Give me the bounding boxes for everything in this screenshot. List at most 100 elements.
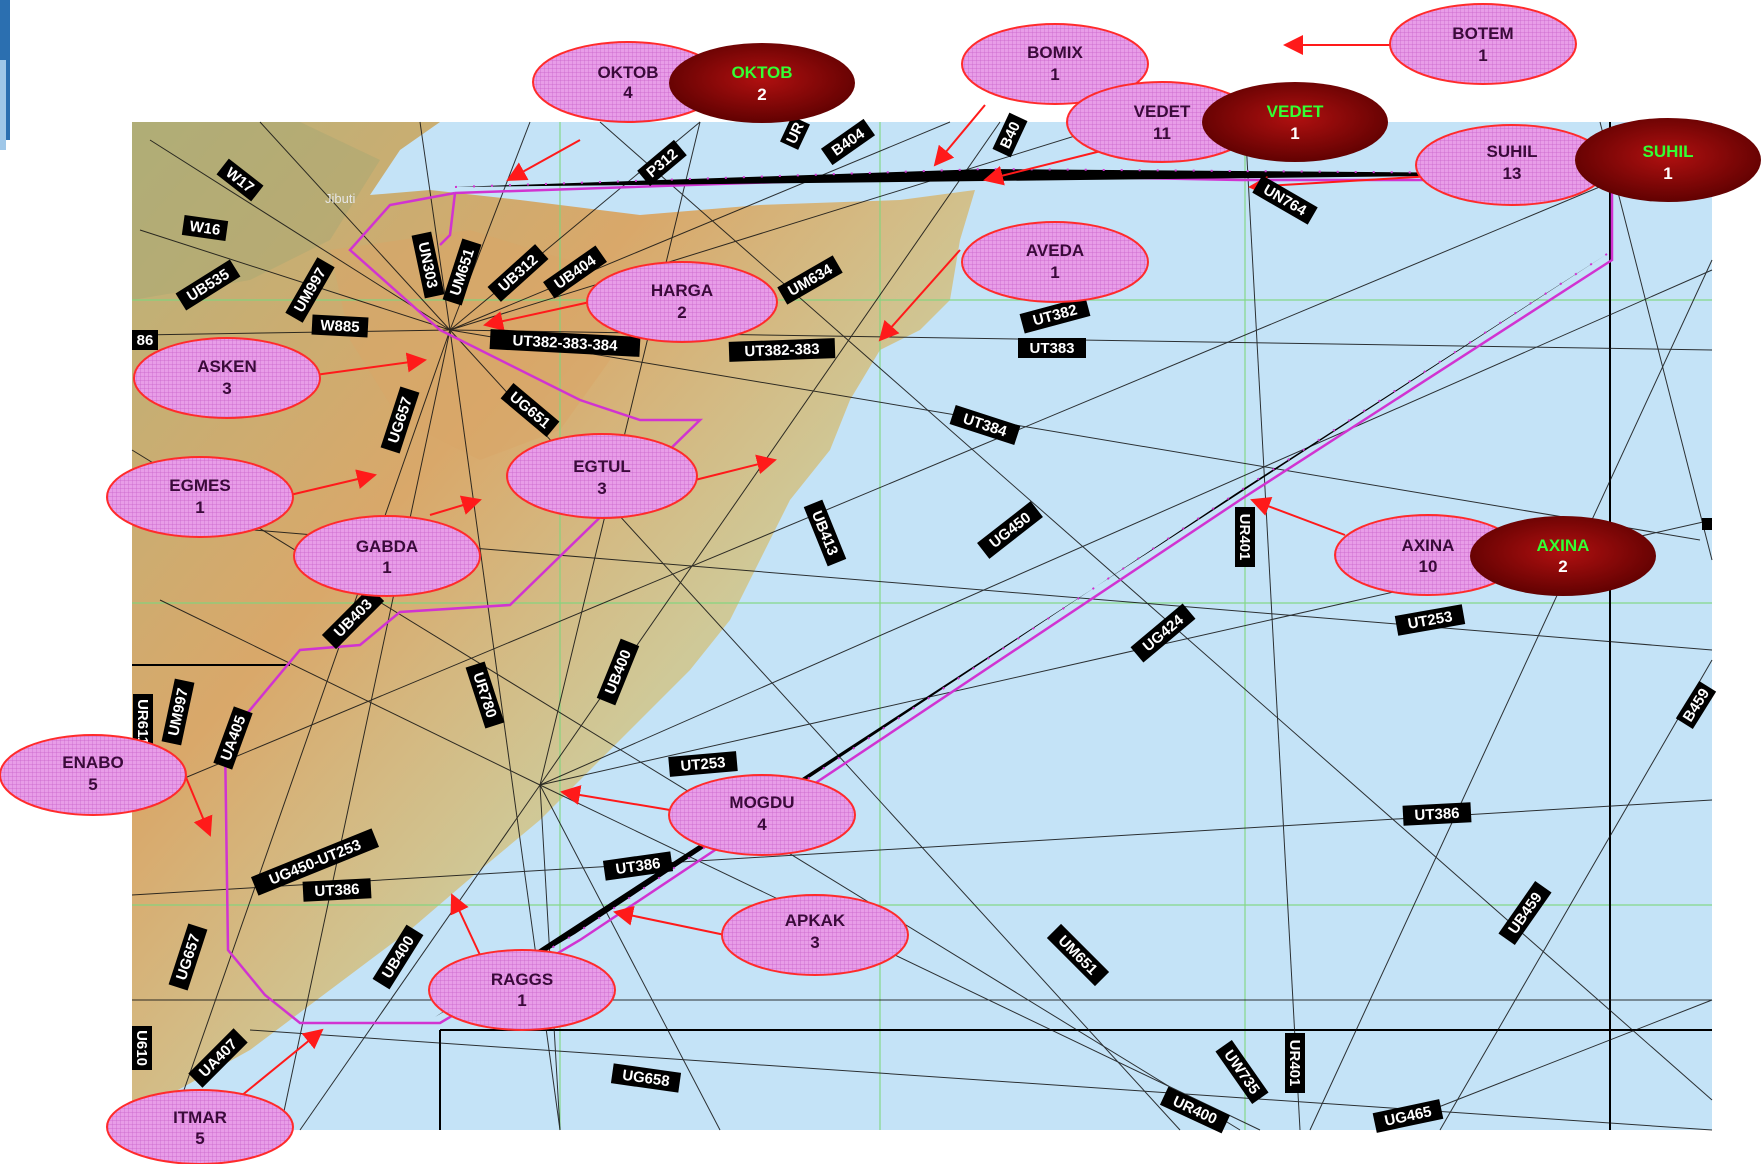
svg-text:VEDET: VEDET [1134,102,1191,121]
airway-label: UT383 [1018,338,1086,358]
waypoint-gabda: GABDA 1 [293,515,481,597]
waypoint-apkak: APKAK 3 [721,894,909,976]
waypoint-bomix: BOMIX 1 [961,23,1149,105]
airway-labels: W17 W16 UB535 UM997 W885 UN303 UM651 UB3… [132,112,1717,1134]
svg-text:1: 1 [1050,263,1059,282]
svg-text:UR401: UR401 [1236,514,1253,561]
svg-text:HARGA: HARGA [651,281,713,300]
svg-text:EGTUL: EGTUL [573,457,631,476]
secondary-suhil: SUHIL 1 [1575,118,1761,202]
land-area [132,122,975,1110]
city-label: Jibuti [325,191,355,206]
svg-text:UT253: UT253 [680,754,726,775]
secondary-axina: AXINA 2 [1470,516,1656,596]
secondary-bubbles: OKTOB 2 VEDET 1 SUHIL 1 AXINA 2 [669,43,1761,596]
airway-label: UR611 [133,694,153,750]
svg-text:1: 1 [1290,124,1299,143]
waypoint-axina: AXINA 10 [1334,514,1522,596]
svg-text:86: 86 [137,332,154,349]
secondary-vedet: VEDET 1 [1202,82,1388,162]
svg-text:1: 1 [195,498,204,517]
svg-text:AXINA: AXINA [1402,536,1455,555]
airway-label: W17 [216,158,264,202]
airway-label: UR780 [465,661,505,729]
svg-text:W885: W885 [320,317,360,336]
svg-text:UT386: UT386 [314,881,360,900]
svg-text:2: 2 [757,85,766,104]
svg-text:AVEDA: AVEDA [1026,241,1084,260]
svg-text:3: 3 [597,479,606,498]
svg-text:1: 1 [1478,46,1487,65]
svg-text:UT382-383: UT382-383 [744,341,820,361]
secondary-oktob: OKTOB 2 [669,43,855,123]
waypoint-aveda: AVEDA 1 [961,221,1149,303]
svg-text:OKTOB: OKTOB [731,63,792,82]
svg-text:UT382-383-384: UT382-383-384 [512,332,618,355]
waypoint-mogdu: MOGDU 4 [668,774,856,856]
waypoint-vedet: VEDET 11 [1066,81,1258,163]
waypoint-itmar: ITMAR 5 [106,1089,294,1164]
airway-label: UT253 [668,751,738,777]
svg-text:ENABO: ENABO [62,753,123,772]
svg-text:RAGGS: RAGGS [491,970,553,989]
svg-text:SUHIL: SUHIL [1643,142,1694,161]
svg-text:1: 1 [517,991,526,1010]
svg-text:UT386: UT386 [615,855,662,878]
waypoint-egmes: EGMES 1 [106,456,294,538]
airway-label: UT382-383 [728,338,836,362]
svg-text:EGMES: EGMES [169,476,230,495]
svg-text:UT386: UT386 [1414,805,1460,824]
svg-text:APKAK: APKAK [785,911,846,930]
svg-text:BOMIX: BOMIX [1027,43,1083,62]
airway-label: W885 [311,314,369,338]
svg-text:OKTOB: OKTOB [597,63,658,82]
svg-text:4: 4 [757,815,767,834]
airway-label: UG658 [610,1063,682,1093]
svg-text:ASKEN: ASKEN [197,357,257,376]
svg-text:13: 13 [1503,164,1522,183]
svg-text:W16: W16 [188,218,221,239]
airway-label: 86 [132,330,158,350]
svg-text:ITMAR: ITMAR [173,1108,227,1127]
svg-text:11: 11 [1153,124,1171,143]
airway-label: UR401 [1235,507,1255,567]
airway-label: UR [780,116,810,150]
svg-text:UR611: UR611 [134,699,151,745]
svg-text:UT383: UT383 [1029,340,1074,357]
svg-text:3: 3 [810,933,819,952]
svg-text:5: 5 [195,1129,204,1148]
svg-text:SUHIL: SUHIL [1487,142,1538,161]
svg-text:2: 2 [677,303,686,322]
airway-label: UT386 [602,851,674,881]
svg-text:GABDA: GABDA [356,537,418,556]
svg-text:MOGDU: MOGDU [729,793,794,812]
waypoint-botem: BOTEM 1 [1389,3,1577,85]
waypoint-enabo: ENABO 5 [0,734,187,816]
waypoint-asken: ASKEN 3 [133,337,321,419]
svg-text:VEDET: VEDET [1267,102,1324,121]
waypoint-harga: HARGA 2 [586,261,778,343]
airway-label: UT386 [1402,802,1472,826]
svg-text:2: 2 [1558,557,1567,576]
svg-text:1: 1 [382,558,391,577]
svg-text:3: 3 [222,379,231,398]
svg-text:BOTEM: BOTEM [1452,24,1513,43]
svg-text:4: 4 [623,83,633,102]
airway-label: UT386 [302,878,372,902]
svg-text:1: 1 [1663,164,1672,183]
svg-text:UG658: UG658 [621,1067,670,1090]
svg-text:AXINA: AXINA [1537,536,1590,555]
airway-label: U610 [132,1026,152,1070]
svg-text:5: 5 [88,775,97,794]
svg-text:1: 1 [1050,65,1059,84]
svg-text:UR401: UR401 [1286,1040,1303,1087]
airway-label: UR401 [1285,1033,1305,1093]
airway-label: W16 [181,215,229,241]
svg-text:10: 10 [1419,557,1438,576]
waypoint-raggs: RAGGS 1 [428,949,616,1031]
waypoint-egtul: EGTUL 3 [506,433,698,519]
waypoint-suhil: SUHIL 13 [1415,124,1609,206]
